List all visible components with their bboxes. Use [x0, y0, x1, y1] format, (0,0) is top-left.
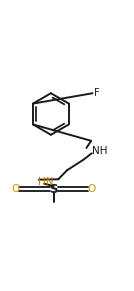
Text: NH: NH	[92, 146, 107, 156]
Text: HN: HN	[38, 177, 53, 187]
Text: O: O	[11, 184, 20, 194]
Text: O: O	[88, 184, 96, 194]
Text: F: F	[94, 88, 99, 97]
Text: S: S	[49, 182, 58, 196]
